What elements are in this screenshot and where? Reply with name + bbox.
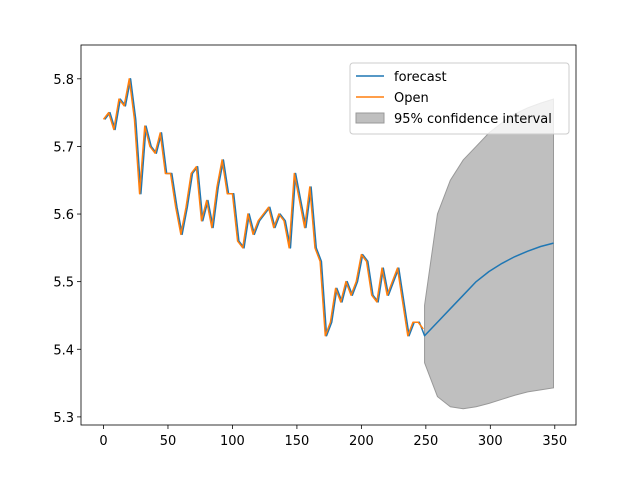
legend-label: Open [394, 91, 429, 106]
x-tick-label: 350 [542, 434, 567, 449]
x-tick-label: 50 [160, 434, 177, 449]
series-line [102, 78, 424, 337]
confidence-area [424, 98, 554, 410]
x-tick-label: 0 [99, 434, 107, 449]
y-tick-label: 5.6 [53, 208, 74, 223]
x-tick-label: 100 [220, 434, 245, 449]
legend-box [349, 62, 570, 135]
plot-frame [80, 44, 577, 426]
y-tick-label: 5.7 [53, 140, 74, 155]
x-tick-label: 250 [413, 434, 438, 449]
y-tick-label: 5.5 [53, 276, 74, 291]
legend-label: forecast [394, 70, 447, 85]
x-tick-label: 200 [349, 434, 374, 449]
legend-swatch [355, 112, 385, 124]
legend-label: 95% confidence interval [394, 112, 552, 127]
x-tick-label: 300 [478, 434, 503, 449]
y-tick-label: 5.3 [53, 411, 74, 426]
y-tick-label: 5.4 [53, 343, 74, 358]
y-tick-label: 5.8 [53, 73, 74, 88]
x-tick-label: 150 [284, 434, 309, 449]
